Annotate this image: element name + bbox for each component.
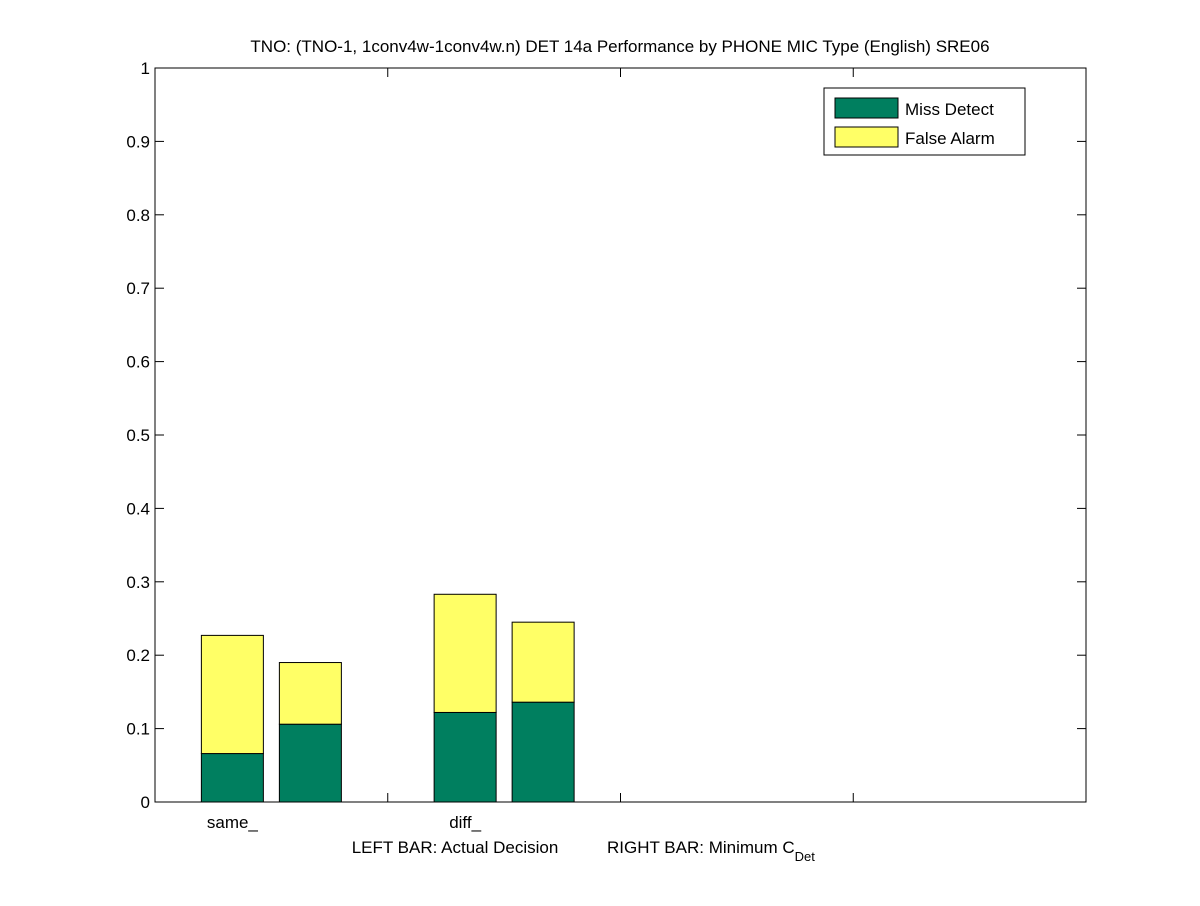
x-axis-label-right-main: RIGHT BAR: Minimum C [607, 838, 795, 857]
bar-false-alarm [278, 662, 342, 725]
x-axis-label-right: RIGHT BAR: Minimum CDet [607, 838, 815, 864]
y-tick-label: 0 [141, 793, 150, 812]
bar-miss-detect [511, 701, 575, 803]
bar-false-alarm [433, 593, 497, 713]
x-tick-label: diff_ [449, 813, 481, 832]
y-tick-label: 0.3 [126, 573, 150, 592]
x-axis-label: LEFT BAR: Actual Decision [352, 838, 559, 857]
y-tick-label: 0.4 [126, 499, 150, 518]
y-tick-label: 0.8 [126, 206, 150, 225]
bar-false-alarm [200, 634, 264, 755]
y-tick-label: 0.5 [126, 426, 150, 445]
bar-miss-detect [200, 753, 264, 803]
bar-miss-detect [278, 723, 342, 803]
y-tick-label: 0.9 [126, 132, 150, 151]
plot-area: 0 0.1 0.2 0.3 0.4 0.5 0.6 0.7 0.8 0.9 1 same_ diff_ [126, 59, 1087, 832]
legend-label: False Alarm [905, 129, 995, 148]
x-axis-label-left: LEFT BAR: Actual Decision [352, 838, 559, 857]
y-tick-label: 1 [141, 59, 150, 78]
y-tick-label: 0.6 [126, 353, 150, 372]
x-axis-label-right-subscript: Det [795, 849, 816, 864]
legend-swatch [834, 97, 899, 119]
legend-swatch [834, 126, 899, 148]
chart-title: TNO: (TNO-1, 1conv4w-1conv4w.n) DET 14a … [250, 37, 989, 56]
y-tick-label: 0.2 [126, 646, 150, 665]
y-tick-label: 0.7 [126, 279, 150, 298]
x-tick-label: same_ [207, 813, 259, 832]
y-tick-label: 0.1 [126, 720, 150, 739]
bar-false-alarm [511, 621, 575, 703]
bar-miss-detect [433, 711, 497, 803]
legend-label: Miss Detect [905, 100, 994, 119]
legend: Miss Detect False Alarm [823, 87, 1026, 156]
